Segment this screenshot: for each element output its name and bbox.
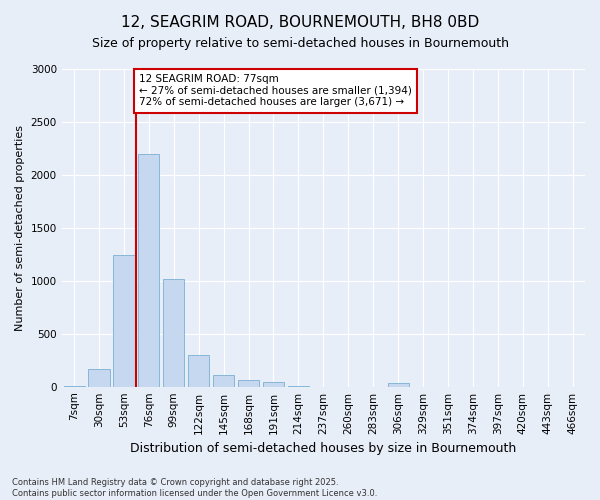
Y-axis label: Number of semi-detached properties: Number of semi-detached properties xyxy=(15,125,25,331)
X-axis label: Distribution of semi-detached houses by size in Bournemouth: Distribution of semi-detached houses by … xyxy=(130,442,517,455)
Bar xyxy=(163,278,184,386)
Text: 12, SEAGRIM ROAD, BOURNEMOUTH, BH8 0BD: 12, SEAGRIM ROAD, BOURNEMOUTH, BH8 0BD xyxy=(121,15,479,30)
Bar xyxy=(88,369,110,386)
Bar xyxy=(238,380,259,386)
Bar xyxy=(138,154,160,386)
Bar xyxy=(263,382,284,386)
Text: Size of property relative to semi-detached houses in Bournemouth: Size of property relative to semi-detach… xyxy=(91,38,509,51)
Text: 12 SEAGRIM ROAD: 77sqm
← 27% of semi-detached houses are smaller (1,394)
72% of : 12 SEAGRIM ROAD: 77sqm ← 27% of semi-det… xyxy=(139,74,412,108)
Text: Contains HM Land Registry data © Crown copyright and database right 2025.
Contai: Contains HM Land Registry data © Crown c… xyxy=(12,478,377,498)
Bar xyxy=(388,383,409,386)
Bar xyxy=(113,256,134,386)
Bar xyxy=(188,356,209,386)
Bar xyxy=(213,375,234,386)
